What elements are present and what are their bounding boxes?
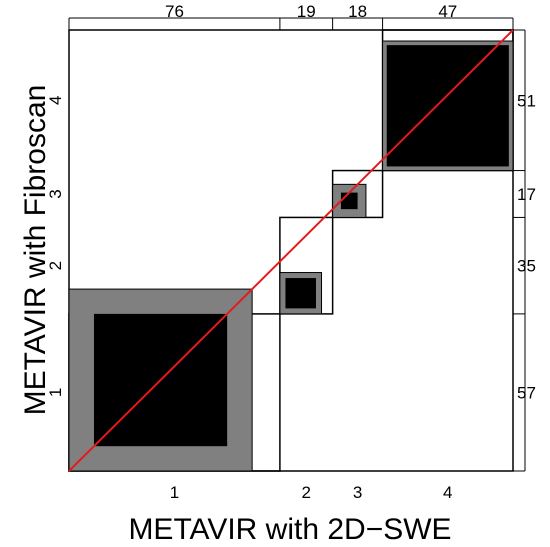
diagonal-line <box>68 29 514 472</box>
right-total-label: 35 <box>517 257 536 276</box>
right-total-label: 57 <box>517 383 536 402</box>
y-tick-label: 3 <box>46 189 65 198</box>
right-total-label: 51 <box>517 91 536 110</box>
category-3-exact-agreement <box>340 192 358 210</box>
y-tick-label: 4 <box>46 96 65 105</box>
x-axis-title: METAVIR with 2D−SWE <box>128 513 451 546</box>
y-axis-title: METAVIR with Fibroscan <box>19 85 52 416</box>
right-total-label: 17 <box>517 185 536 204</box>
x-tick-label: 2 <box>302 483 311 502</box>
plot-frame <box>68 29 514 472</box>
top-total-label: 19 <box>297 2 316 21</box>
top-total-label: 47 <box>438 2 457 21</box>
category-3-partial-agreement <box>332 183 367 218</box>
y-tick-label: 1 <box>46 388 65 397</box>
category-2-exact-agreement <box>285 278 316 309</box>
x-tick-label: 1 <box>170 483 179 502</box>
top-total-label: 76 <box>165 2 184 21</box>
category-4-exact-agreement <box>386 45 509 167</box>
x-tick-label: 3 <box>353 483 362 502</box>
top-total-label: 18 <box>348 2 367 21</box>
x-tick-label: 4 <box>443 483 452 502</box>
plot-area: 76 19 18 47 57 35 17 51 1 2 3 4 1 2 3 4 <box>46 2 536 502</box>
y-tick-label: 2 <box>46 261 65 270</box>
